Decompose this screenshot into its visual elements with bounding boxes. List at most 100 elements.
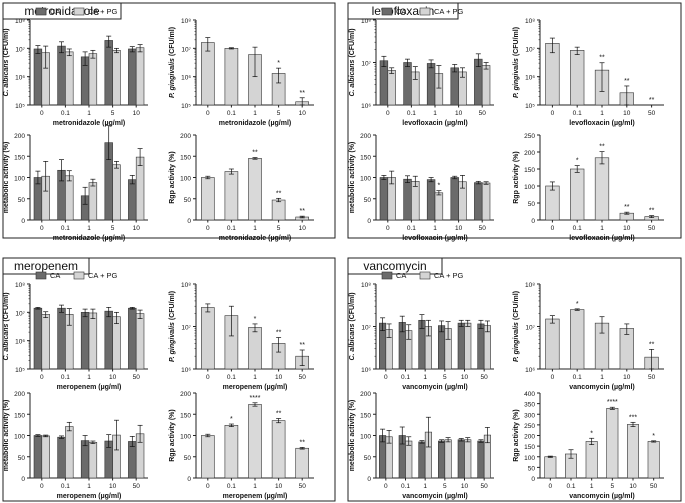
significance-mark: **	[649, 208, 655, 215]
legend-label-capg: CA + PG	[434, 271, 464, 280]
x-tick-label: 1	[87, 110, 91, 117]
x-axis-label: meropenem (µg/ml)	[223, 493, 288, 500]
legend-swatch-capg	[73, 271, 85, 280]
x-tick-label: 0	[549, 483, 553, 490]
x-tick-label: 10	[623, 110, 631, 117]
y-axis-label: C. albicans (CFU/ml)	[3, 28, 10, 96]
y-tick-label: 50	[364, 197, 372, 204]
x-tick-label: 10	[299, 225, 307, 232]
bar-capg	[411, 181, 420, 221]
y-tick-label: 50	[528, 201, 536, 208]
x-axis-label: vancomycin (µg/ml)	[402, 384, 468, 391]
x-tick-label: 10	[623, 225, 631, 232]
chart-pg-viability: 10⁵ 10⁶ 10⁷ 10⁸ P. gingivalis (CFU/ml) levofl…	[513, 18, 664, 127]
x-axis-label: meropenem (µg/ml)	[57, 493, 122, 500]
y-tick-label: 100	[524, 184, 535, 191]
x-tick-label: 50	[133, 483, 141, 490]
x-tick-label: 0	[40, 110, 44, 117]
y-label-species: C. albicans	[3, 323, 10, 360]
x-tick-label: 1	[253, 374, 257, 381]
y-axis-label: P. gingivalis (CFU/ml)	[513, 27, 520, 98]
y-axis-label: Rgp activity (%)	[513, 409, 520, 462]
x-tick-label: 5	[443, 483, 447, 490]
bar-ca	[80, 440, 90, 479]
x-tick-label: 0	[384, 374, 388, 381]
bar-rgp	[224, 171, 239, 221]
x-axis-label: metronidazole (µg/ml)	[53, 120, 125, 127]
legend-swatch-capg	[419, 271, 431, 280]
legend-label-capg: CA + PG	[88, 7, 118, 16]
significance-mark: **	[624, 78, 630, 85]
bar-ca	[426, 63, 436, 106]
y-tick-label: 10⁸	[181, 18, 191, 25]
x-tick-label: 0	[40, 483, 44, 490]
y-tick-label: 100	[14, 176, 25, 183]
bar-ca	[57, 45, 66, 106]
x-tick-label: 50	[648, 374, 656, 381]
y-label-unit: (CFU/ml)	[349, 28, 356, 59]
x-tick-label: 0	[551, 225, 555, 232]
x-tick-label: 0.1	[566, 483, 575, 490]
y-axis-label: C. albicans (CFU/ml)	[3, 292, 10, 360]
y-tick-label: 10⁶	[361, 367, 371, 374]
y-tick-label: 10⁵	[15, 367, 25, 374]
y-tick-label: 50	[18, 197, 26, 204]
x-tick-label: 0	[40, 225, 44, 232]
x-tick-label: 50	[650, 483, 658, 490]
y-tick-label: 10⁸	[15, 282, 25, 289]
bar-ca	[457, 439, 465, 479]
legend-swatch-ca	[381, 271, 393, 280]
bar-ca	[104, 40, 113, 106]
y-tick-label: 100	[180, 176, 191, 183]
x-tick-label: 0.1	[227, 110, 236, 117]
y-tick-label: 0	[367, 218, 371, 225]
bar-ca	[457, 322, 465, 370]
x-tick-label: 1	[87, 483, 91, 490]
legend-label-capg: CA + PG	[88, 271, 118, 280]
bar-capg	[434, 192, 444, 221]
y-tick-label: 200	[14, 133, 25, 140]
bar-capg	[464, 322, 472, 370]
legend-swatch-capg	[73, 7, 85, 16]
bar-ca	[403, 178, 412, 221]
y-axis-label: Rgp activity (%)	[169, 151, 176, 204]
x-tick-label: 5	[277, 225, 281, 232]
x-tick-label: 0	[386, 225, 390, 232]
x-tick-label: 0	[206, 483, 210, 490]
y-tick-label: 0	[187, 476, 191, 483]
y-tick-label: 200	[524, 434, 535, 441]
bar-ca	[33, 307, 43, 370]
bar-rgp	[271, 420, 286, 479]
y-tick-label: 150	[524, 167, 535, 174]
panel-frame	[347, 2, 682, 239]
y-label-species: C. albicans	[3, 59, 10, 96]
legend-swatch-ca	[35, 7, 47, 16]
x-axis-label: meropenem (µg/ml)	[57, 384, 122, 391]
y-tick-label: 50	[364, 455, 372, 462]
y-tick-label: 10⁶	[525, 367, 535, 374]
y-tick-label: 150	[524, 444, 535, 451]
x-tick-label: 10	[109, 374, 117, 381]
bar-capg	[88, 441, 98, 479]
significance-mark: **	[599, 144, 605, 151]
y-axis-label: C. albicans (CFU/ml)	[349, 292, 356, 360]
x-tick-label: 10	[455, 110, 463, 117]
x-tick-label: 0.1	[407, 225, 416, 232]
y-tick-label: 50	[184, 197, 192, 204]
x-tick-label: 0.1	[227, 374, 236, 381]
y-tick-label: 150	[360, 412, 371, 419]
bar-rgp	[570, 168, 585, 221]
x-tick-label: 1	[253, 225, 257, 232]
bar-rgp	[271, 199, 286, 221]
y-tick-label: 400	[524, 391, 535, 398]
significance-mark: **	[276, 411, 282, 418]
bar-rgp	[224, 424, 239, 479]
y-tick-label: 200	[524, 150, 535, 157]
y-label-species: C. albicans	[349, 323, 356, 360]
y-axis-label: metabolic activity (%)	[349, 400, 356, 472]
chart-ca-viability: 10⁶ 10⁷ 10⁸ C. albicans (CFU/ml) levofloxaci…	[349, 7, 494, 127]
